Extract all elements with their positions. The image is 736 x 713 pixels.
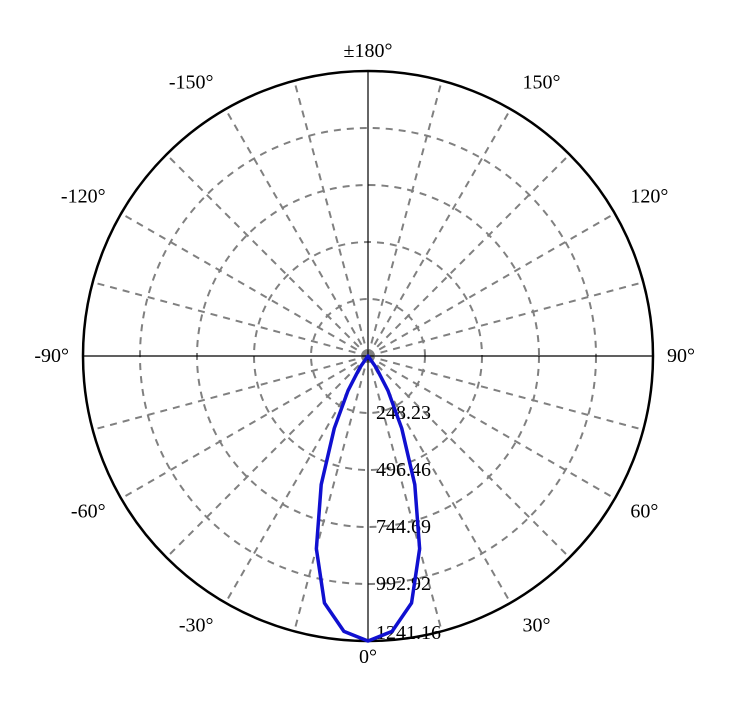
radial-tick-label: 496.46 (376, 459, 431, 481)
radial-tick-label: 248.23 (376, 402, 431, 424)
angle-label: -120° (61, 186, 106, 208)
angle-label: ±180° (344, 40, 393, 62)
angle-label: -90° (34, 345, 69, 367)
angle-label: 120° (630, 186, 668, 208)
polar-chart: 248.23496.46744.69992.921241.16 0°30°60°… (0, 0, 736, 713)
radial-tick-label: 744.69 (376, 516, 431, 538)
angle-label: -30° (179, 615, 214, 637)
angle-label: 150° (523, 71, 561, 93)
angle-label: 0° (359, 646, 377, 668)
radial-tick-label: 992.92 (376, 573, 431, 595)
angle-label: -150° (169, 71, 214, 93)
angle-label: 30° (523, 615, 551, 637)
angle-label: -60° (71, 501, 106, 523)
angle-label: 90° (667, 345, 695, 367)
angle-label: 60° (630, 501, 658, 523)
